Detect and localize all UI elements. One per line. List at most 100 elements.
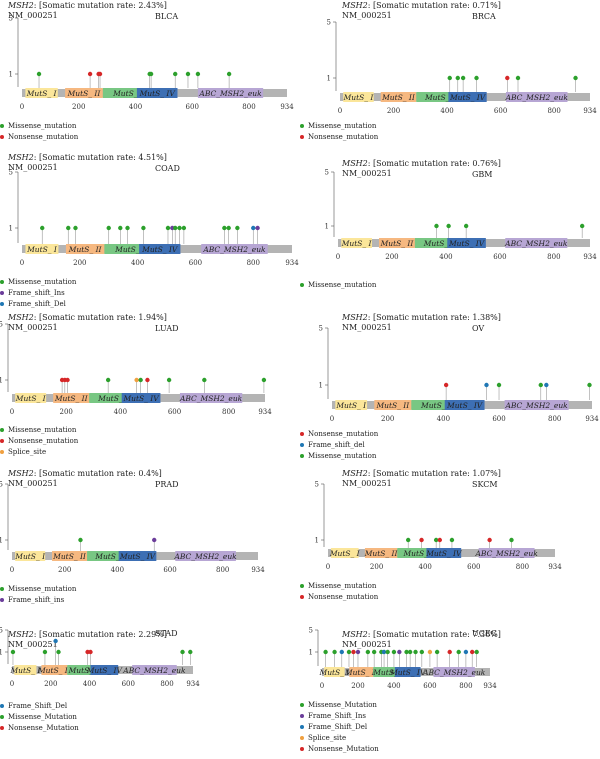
chart-title: SKCM [472,480,498,489]
x-tick-label: 400 [114,408,127,416]
gene-name: MSH2 [342,469,368,478]
legend-dot-icon [0,704,4,708]
domain-muts_iv [444,400,485,410]
domain-label: MutS_ II [37,666,72,675]
x-tick-label: 934 [583,107,597,115]
legend-label: Missense_mutation [308,122,377,130]
domain-label: MutS_ III [97,394,135,403]
domain-muts_iii [89,393,143,403]
legend-label: Nonsense_Mutation [308,745,379,753]
mutation-rate: : [Somatic mutation rate: 0.76%] [367,159,501,168]
legend-item: Missense_mutation [300,581,378,592]
domain-muts_ii [349,667,374,677]
domain-label: MutS_ III [402,549,440,558]
x-tick-label: 0 [10,408,14,416]
lollipop-head [407,649,413,655]
lollipop-head [226,71,232,77]
legend-dot-icon [300,432,304,436]
lollipop-head [78,537,83,543]
legend-item: Missense_mutation [0,584,76,595]
domain-label: MutS_ II [364,549,399,558]
legend-label: Missense_mutation [308,582,377,590]
x-tick-label: 934 [285,259,299,267]
chart-title: OV [472,324,485,333]
domain-abc_msh2_euk [505,238,568,248]
x-tick-label: 600 [186,103,199,111]
transcript-id: NM_000251 [342,640,392,649]
x-tick-label: 200 [44,680,57,688]
lollipop-head [185,71,191,77]
legend-item: Missense_mutation [300,280,376,291]
domain-label: MutS_ I [9,666,41,675]
gene-line: MSH2: [Somatic mutation rate: 7.36%] [342,630,501,640]
x-tick-label: 200 [59,408,72,416]
domain-label: MutS_ II [68,245,103,254]
lollipop-head [463,223,469,229]
lollipop-head [463,649,469,655]
legend-item: Missense_mutation [300,451,378,462]
legend-label: Missense_mutation [8,585,77,593]
x-tick-label: 600 [492,415,505,423]
x-tick-label: 0 [330,415,334,423]
gene-line: MSH2: [Somatic mutation rate: 0.71%] [342,1,501,11]
domain-label: MutS_ II [380,239,415,248]
domain-abc_msh2_euk [132,665,177,675]
x-tick-label: 0 [20,103,24,111]
x-tick-label: 0 [338,107,342,115]
x-tick-label: 600 [189,259,202,267]
lollipop-head [573,75,578,81]
domain-muts_ii [41,665,68,675]
legend-item: Missense_mutation [0,277,76,288]
domain-label: MutS_ II [54,394,89,403]
legend: Missense_mutation Nonsense_mutation [0,121,78,143]
lollipop-head [474,649,479,655]
lollipop-head [138,377,143,383]
domain-muts_i [25,244,59,254]
gene-name: MSH2 [342,1,368,10]
legend-item: Frame_shift_ins [0,595,76,606]
lollipop-head [579,223,585,229]
legend-item: Missense_Mutation [300,700,379,711]
domain-muts_ii [65,88,103,98]
panel-skcm: MSH2: [Somatic mutation rate: 1.07%] NM_0… [300,468,600,607]
transcript-line: NM_000251 [342,11,501,21]
mutation-rate: : [Somatic mutation rate: 0.4%] [33,469,162,478]
domain-label: MutS_ IV [448,239,486,248]
y-tick-label: 5 [0,321,3,329]
transcript-line: NM_000251 [8,163,167,173]
legend-label: Frame_shift_Del [8,300,66,308]
lollipop-head [509,537,514,543]
domain-abc_msh2_euk [201,244,268,254]
lollipop-head [10,649,16,655]
lollipop-head [53,638,58,644]
domain-label: MutS_ I [329,549,361,558]
chart-title: BRCA [472,12,496,21]
gene-name: MSH2 [342,159,368,168]
legend-item: Frame_Shift_Del [300,722,379,733]
domain-label: MutS_ IV [139,89,177,98]
lollipop-head [587,382,592,388]
transcript-id: NM_000251 [8,11,58,20]
domain-muts_ii [380,92,417,102]
lollipop-head [449,537,455,543]
legend-dot-icon [0,302,4,306]
lollipop-head [261,377,267,383]
lollipop-head [443,382,449,388]
panel-blca: MSH2: [Somatic mutation rate: 2.43%] NM_0… [0,0,300,147]
domain-muts_ii [65,244,105,254]
y-tick-label: 1 [315,537,319,545]
legend-dot-icon [0,598,4,602]
legend: Missense_mutation Nonsense_mutation [300,581,378,603]
lollipop-head [447,649,452,655]
lollipop-head [36,71,42,77]
lollipop-head [365,649,371,655]
transcript-line: NM_000251 [342,323,501,333]
domain-label: ABC_MSH2_euk [198,89,262,98]
domain-label: MutS_ I [15,394,47,403]
legend-label: Missense_Mutation [308,701,377,709]
x-tick-label: 0 [10,566,14,574]
x-tick-label: 600 [168,408,181,416]
mutation-rate: : [Somatic mutation rate: 7.36%] [367,630,501,639]
